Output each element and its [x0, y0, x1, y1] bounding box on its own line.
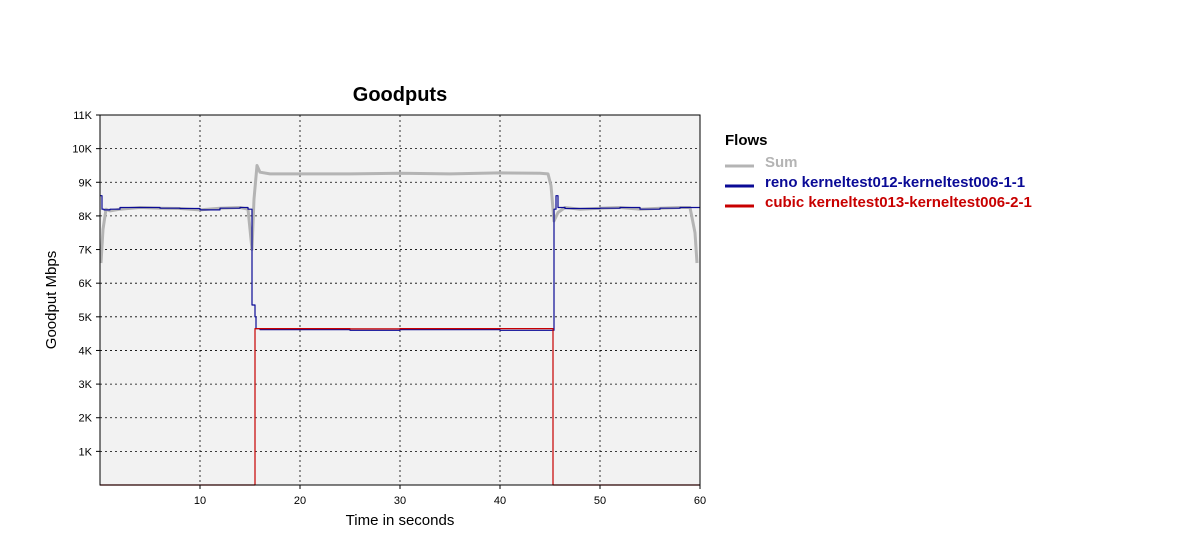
x-axis-label: Time in seconds: [346, 512, 455, 529]
y-tick-label: 4K: [79, 345, 93, 357]
chart-title: Goodputs: [353, 84, 447, 106]
y-tick-label: 9K: [79, 177, 93, 189]
y-tick-label: 1K: [79, 446, 93, 458]
y-tick-label: 3K: [79, 379, 93, 391]
x-tick-label: 60: [694, 495, 706, 507]
legend-items: Sum reno kerneltest012-kerneltest006-1-1 c…: [725, 154, 1032, 211]
x-tick-label: 20: [294, 495, 306, 507]
y-tick-label: 10K: [72, 144, 92, 156]
legend-label: Sum: [765, 154, 798, 171]
y-tick-label: 8K: [79, 211, 93, 223]
x-tick-label: 40: [494, 495, 506, 507]
y-tick-label: 5K: [79, 312, 93, 324]
series-layer: [99, 164, 700, 486]
y-axis-label: Goodput Mbps: [43, 251, 60, 349]
series-line-3: [100, 328, 700, 486]
legend-label: cubic kerneltest013-kerneltest006-2-1: [765, 194, 1032, 211]
legend-label: reno kerneltest012-kerneltest006-1-1: [765, 174, 1025, 191]
x-axis-ticks: 10 20 30 40 50 60: [194, 485, 706, 507]
x-tick-label: 10: [194, 495, 206, 507]
y-tick-label: 2K: [79, 413, 93, 425]
y-tick-label: 6K: [79, 278, 93, 290]
y-tick-label: 11K: [73, 110, 92, 122]
x-tick-label: 30: [394, 495, 406, 507]
legend-title: Flows: [725, 132, 768, 149]
x-tick-label: 50: [594, 495, 606, 507]
y-tick-label: 7K: [79, 245, 93, 257]
y-axis-ticks: 1K 2K 3K 4K 5K 6K 7K 8K 9K 10K 11K: [72, 110, 100, 458]
legend: Flows Sum reno kerneltest012-kerneltest00…: [725, 132, 1032, 211]
